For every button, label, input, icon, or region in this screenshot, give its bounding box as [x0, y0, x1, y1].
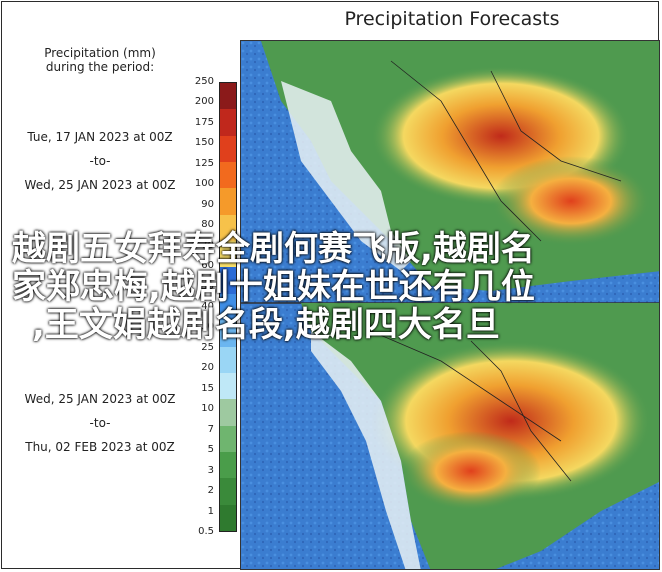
scale-color-segment [220, 399, 236, 427]
scale-color-segment [220, 135, 236, 163]
scale-tick-label: 30 [201, 321, 214, 333]
period-2: Wed, 25 JAN 2023 at 00Z -to- Thu, 02 FEB… [10, 392, 190, 454]
scale-tick-label: 2 [207, 485, 214, 497]
scale-color-segment [220, 478, 236, 506]
scale-color-segment [220, 320, 236, 348]
scale-tick-label: 250 [194, 76, 214, 87]
legend-heading-line2: during the period: [45, 60, 155, 74]
scale-tick-label: 0.5 [198, 526, 214, 537]
figure-title: Precipitation Forecasts [344, 8, 560, 30]
scale-tick-label: 80 [201, 219, 214, 231]
precipitation-color-scale [219, 82, 237, 532]
period-1-sep: -to- [89, 154, 111, 168]
scale-tick-label: 7 [207, 423, 214, 435]
period-2-end: Thu, 02 FEB 2023 at 00Z [25, 440, 175, 454]
scale-color-segment [220, 109, 236, 137]
forecast-map [240, 40, 660, 570]
scale-tick-label: 50 [201, 280, 214, 292]
scale-color-segment [220, 214, 236, 242]
scale-tick-label: 200 [194, 96, 214, 108]
scale-color-segment [220, 188, 236, 216]
dry-coast-lower [311, 331, 421, 569]
scale-color-segment [220, 267, 236, 295]
scale-color-segment [220, 425, 236, 453]
heavy-rain-area-4 [401, 431, 541, 511]
scale-color-segment [220, 83, 236, 110]
legend-heading-line1: Precipitation (mm) [44, 46, 156, 60]
country-borders [370, 60, 622, 482]
scale-color-segment [220, 293, 236, 321]
period-2-start: Wed, 25 JAN 2023 at 00Z [24, 392, 176, 406]
period-1: Tue, 17 JAN 2023 at 00Z -to- Wed, 25 JAN… [10, 130, 190, 192]
scale-tick-label: 60 [201, 260, 214, 272]
scale-color-segment [220, 162, 236, 189]
scale-tick-label: 25 [201, 341, 214, 353]
scale-color-segment [220, 346, 236, 374]
scale-tick-label: 5 [207, 444, 214, 456]
scale-color-segment [220, 241, 236, 268]
heavy-rain-area-2 [491, 156, 651, 246]
scale-tick-label: 15 [201, 382, 214, 394]
scale-tick-label: 150 [194, 137, 214, 149]
period-1-start: Tue, 17 JAN 2023 at 00Z [27, 130, 173, 144]
dry-coast-upper [281, 81, 411, 271]
period-1-end: Wed, 25 JAN 2023 at 00Z [24, 178, 176, 192]
scale-tick-label: 3 [207, 464, 214, 476]
overlay-text-line1: 越剧五女拜寿全剧何赛飞版,越剧名 [12, 229, 535, 269]
scale-tick-label: 1 [207, 505, 214, 517]
scale-tick-label: 100 [194, 178, 214, 190]
scale-tick-label: 175 [194, 116, 214, 128]
scale-color-segment [220, 372, 236, 400]
scale-tick-label: 90 [201, 198, 214, 210]
scale-tick-label: 40 [201, 301, 214, 312]
scale-tick-label: 125 [194, 157, 214, 169]
map-svg [241, 41, 659, 569]
scale-tick-label: 70 [201, 239, 214, 251]
scale-tick-label: 20 [201, 362, 214, 374]
overlay-text-line3: ,王文娟越剧名段,越剧四大名旦 [32, 305, 500, 345]
scale-color-segment [220, 504, 236, 532]
period-2-sep: -to- [89, 416, 111, 430]
scale-tick-label: 10 [201, 403, 214, 415]
overlay-text-line2: 家郑忠梅,越剧十姐妹在世还有几位 [12, 267, 535, 307]
scale-color-segment [220, 451, 236, 479]
legend-heading: Precipitation (mm) during the period: [20, 46, 180, 74]
